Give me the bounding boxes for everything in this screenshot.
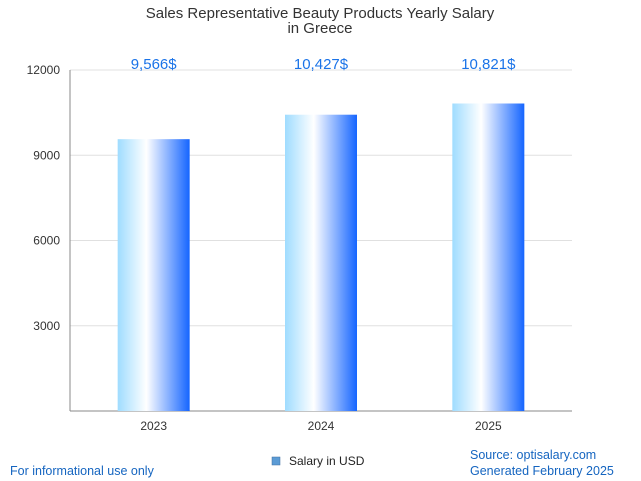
chart-title-line-1: Sales Representative Beauty Products Yea… <box>146 5 495 22</box>
bars <box>117 103 525 412</box>
bar-2023 <box>117 139 190 411</box>
data-label-2025: 10,821$ <box>461 56 516 73</box>
x-tick-label-2025: 2025 <box>475 419 502 433</box>
bar-2025 <box>452 103 525 412</box>
data-label-2023: 9,566$ <box>131 56 178 73</box>
legend-swatch <box>271 456 281 466</box>
data-label-2024: 10,427$ <box>294 56 349 73</box>
source-text: Source: optisalary.com <box>470 448 596 462</box>
y-tick-label-9000: 9000 <box>33 148 60 162</box>
bar-2024 <box>285 114 357 412</box>
disclaimer-text: For informational use only <box>10 464 155 478</box>
y-tick-label-12000: 12000 <box>27 63 61 77</box>
chart-title-line-2: in Greece <box>287 20 352 37</box>
legend-label: Salary in USD <box>289 454 365 468</box>
y-tick-label-3000: 3000 <box>33 319 60 333</box>
x-tick-label-2023: 2023 <box>140 419 167 433</box>
y-tick-label-6000: 6000 <box>33 234 60 248</box>
generated-text: Generated February 2025 <box>470 464 614 478</box>
x-tick-label-2024: 2024 <box>308 419 335 433</box>
data-labels: 9,566$ 10,427$ 10,821$ <box>131 56 516 73</box>
